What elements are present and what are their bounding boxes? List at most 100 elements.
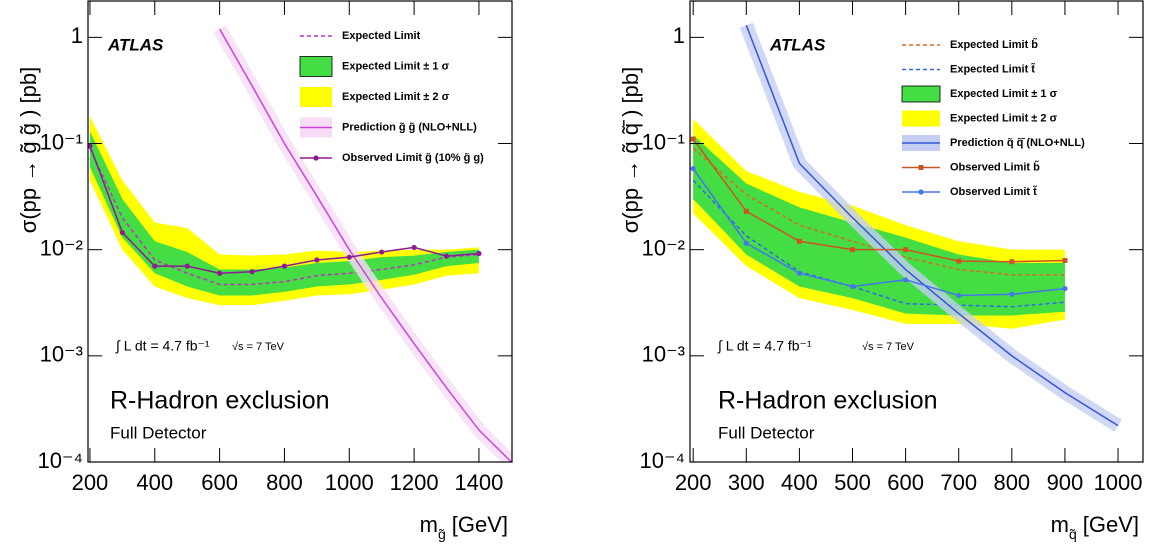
legend-label: Expected Limit t̃ (950, 63, 1035, 76)
line (692, 138, 1065, 263)
y-tick-label: 10⁻² (40, 235, 83, 260)
marker (690, 136, 696, 142)
legend-label: Observed Limit b̃ (950, 161, 1040, 174)
marker (217, 270, 223, 276)
x-tick-label: 600 (887, 470, 924, 495)
marker (796, 238, 802, 244)
legend-label: Expected Limit ± 2 σ (342, 91, 450, 103)
experiment-label: ATLAS (769, 35, 826, 54)
marker (956, 292, 962, 299)
x-tick-label: 800 (993, 470, 1030, 495)
y-tick-label: 10⁻⁴ (639, 448, 685, 473)
plot-area (88, 25, 512, 462)
marker (743, 208, 749, 214)
x-axis-subscript: g̃ (438, 526, 446, 542)
x-tick-label: 900 (1047, 470, 1084, 495)
panel-title: R-Hadron exclusion (718, 387, 938, 415)
y-tick-label: 10⁻¹ (642, 129, 685, 154)
marker (850, 247, 856, 253)
marker (1009, 291, 1015, 297)
y-axis-title: σ(pp → g̃ g̃ ) [pb] (16, 67, 41, 233)
y-tick-label: 10⁻⁴ (37, 448, 83, 473)
x-tick-label: 400 (136, 470, 173, 495)
y-tick-label: 1 (673, 23, 685, 48)
marker (796, 270, 802, 276)
x-tick-label: 1000 (1094, 470, 1143, 495)
line (745, 24, 1119, 427)
legend-marker (918, 165, 924, 170)
y-tick-label: 10⁻³ (642, 342, 685, 367)
legend-marker (313, 155, 319, 161)
y-tick-label: 10⁻² (642, 235, 685, 260)
marker (903, 247, 909, 253)
line (692, 168, 1066, 297)
marker (249, 269, 255, 275)
legend-label: Observed Limit t̃ (950, 185, 1037, 198)
marker (346, 254, 352, 260)
legend-label: Observed Limit g̃ (10% g̃ g) (342, 152, 484, 164)
x-tick-label: 600 (201, 470, 238, 495)
marker (411, 244, 417, 251)
legend-swatch (299, 56, 333, 77)
x-axis-title: mq̃ [GeV] (1051, 512, 1139, 542)
legend-swatch (901, 85, 941, 103)
marker (1009, 259, 1015, 265)
x-tick-label: 700 (940, 470, 977, 495)
line (218, 28, 512, 462)
legend-label: Expected Limit b̃ (950, 38, 1038, 51)
y-axis-title: σ(pp → q̃ q̃̄ ) [pb] (618, 67, 643, 233)
legend-swatch (902, 110, 940, 127)
frame (689, 0, 1144, 463)
y-tick-label: 10⁻³ (40, 342, 83, 367)
marker (743, 240, 749, 246)
luminosity: ∫ L dt = 4.7 fb⁻¹ (717, 338, 812, 354)
legend-label: Expected Limit (342, 30, 421, 42)
panel-subtitle: Full Detector (718, 423, 815, 442)
marker (281, 263, 288, 269)
marker (314, 257, 320, 263)
x-tick-label: 200 (72, 470, 109, 495)
x-tick-label: 200 (675, 470, 712, 495)
plot-area (690, 22, 1122, 432)
marker (476, 250, 482, 257)
band (89, 131, 479, 296)
marker (1062, 258, 1068, 264)
y-tick-label: 10⁻¹ (40, 129, 83, 154)
x-tick-label: 500 (834, 470, 871, 495)
marker (903, 277, 909, 283)
x-axis-unit: [GeV] (1083, 512, 1139, 537)
marker (119, 229, 125, 236)
marker (690, 166, 696, 172)
x-tick-label: 400 (781, 470, 818, 495)
x-axis-title: mg̃ [GeV] (420, 512, 508, 542)
legend-swatch (300, 87, 332, 107)
x-tick-label: 300 (728, 470, 765, 495)
x-tick-label: 1200 (390, 470, 439, 495)
energy: √s = 7 TeV (232, 341, 285, 353)
x-tick-label: 1400 (454, 470, 503, 495)
line (89, 148, 479, 286)
marker (443, 253, 450, 259)
marker (152, 263, 158, 269)
experiment-label: ATLAS (107, 35, 164, 54)
line (692, 179, 1065, 308)
x-tick-label: 1000 (325, 470, 374, 495)
energy: √s = 7 TeV (862, 341, 915, 353)
x-axis-subscript: q̃ (1069, 526, 1077, 542)
x-axis-symbol: m (420, 512, 438, 537)
x-axis-unit: [GeV] (452, 512, 508, 537)
x-tick-label: 800 (266, 470, 303, 495)
legend-label: Expected Limit ± 1 σ (342, 60, 450, 72)
legend-label: Expected Limit ± 1 σ (950, 88, 1058, 100)
legend-label: Expected Limit ± 2 σ (950, 112, 1058, 124)
line (692, 147, 1065, 276)
marker (88, 143, 93, 149)
x-axis-symbol: m (1051, 512, 1069, 537)
marker (849, 283, 856, 290)
marker (956, 258, 962, 264)
frame (87, 0, 513, 463)
luminosity: ∫ L dt = 4.7 fb⁻¹ (115, 338, 210, 354)
marker (379, 249, 385, 255)
legend-label: Prediction g̃ g̃ (NLO+NLL) (342, 121, 477, 133)
